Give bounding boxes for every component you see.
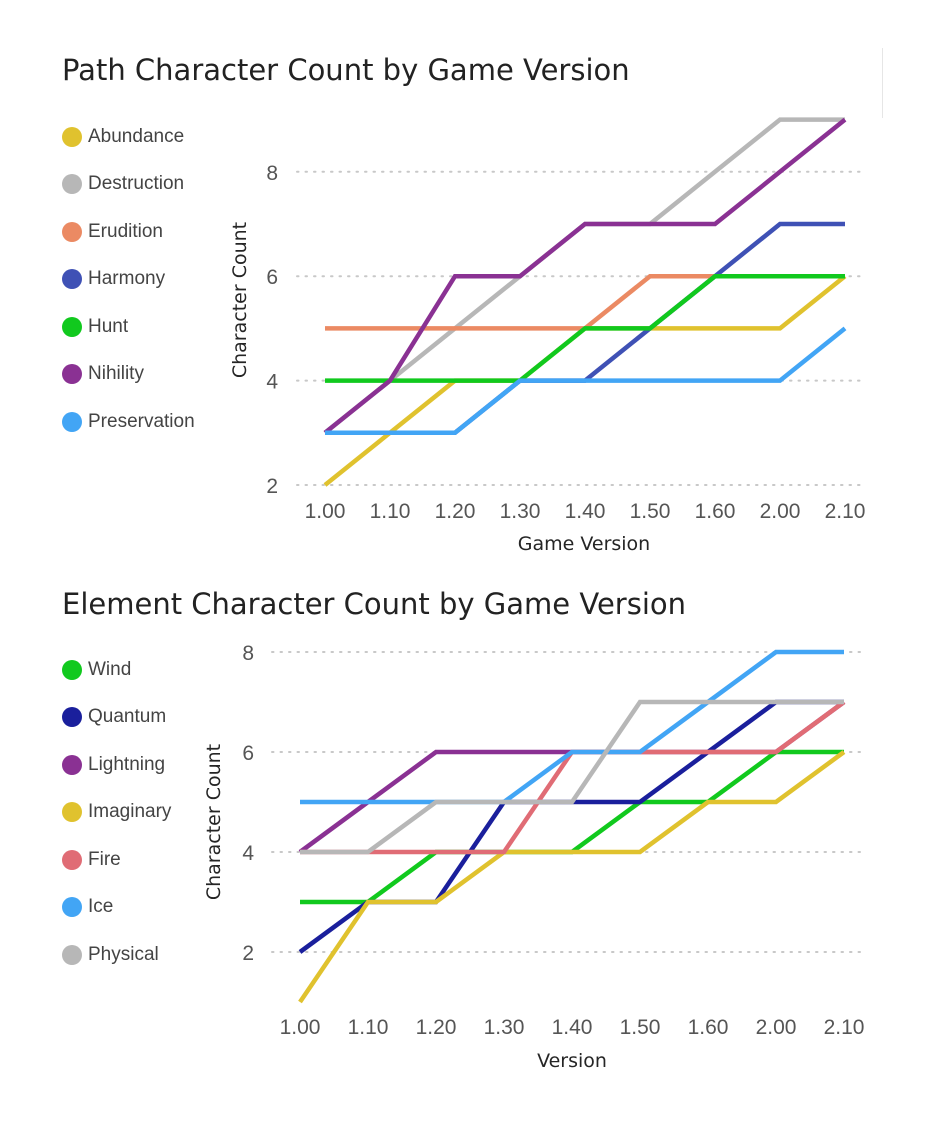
legend-label: Erudition bbox=[88, 220, 163, 242]
series-line-physical bbox=[300, 699, 844, 855]
x-tick-label: 1.10 bbox=[370, 500, 411, 523]
x-tick-label: 2.10 bbox=[825, 500, 866, 523]
legend-label: Quantum bbox=[88, 706, 167, 728]
legend-item[interactable]: Harmony bbox=[62, 256, 195, 304]
legend-item[interactable]: Imaginary bbox=[62, 789, 171, 837]
x-axis-title: Version bbox=[537, 1050, 607, 1072]
x-tick-label: 1.00 bbox=[305, 500, 346, 523]
x-tick-label: 1.40 bbox=[552, 1016, 593, 1039]
chart-legend: Wind Quantum Lightning Imaginary Fire Ice Phys… bbox=[62, 646, 171, 979]
legend-item[interactable]: Wind bbox=[62, 646, 171, 694]
y-axis-title: Character Count bbox=[203, 744, 225, 900]
legend-label: Harmony bbox=[88, 268, 166, 290]
y-tick-label: 6 bbox=[242, 742, 254, 765]
y-tick-label: 2 bbox=[266, 475, 278, 498]
legend-item[interactable]: Lightning bbox=[62, 741, 171, 789]
legend-item[interactable]: Nihility bbox=[62, 351, 195, 399]
x-tick-label: 1.50 bbox=[620, 1016, 661, 1039]
legend-item[interactable]: Fire bbox=[62, 836, 171, 884]
y-tick-label: 8 bbox=[266, 162, 278, 185]
x-tick-label: 2.00 bbox=[760, 500, 801, 523]
legend-label: Lightning bbox=[88, 753, 166, 775]
series-line-wind bbox=[300, 749, 844, 905]
x-tick-label: 1.40 bbox=[565, 500, 606, 523]
legend-marker bbox=[62, 221, 82, 242]
legend-marker bbox=[62, 659, 82, 680]
series-line-preservation bbox=[325, 326, 847, 436]
legend-label: Abundance bbox=[88, 125, 185, 147]
series-line-nihility bbox=[323, 117, 847, 435]
legend-label: Hunt bbox=[88, 315, 129, 337]
legend-marker bbox=[62, 707, 82, 728]
y-tick-label: 6 bbox=[266, 266, 278, 289]
series-line-fire bbox=[300, 700, 846, 855]
x-tick-label: 1.30 bbox=[500, 500, 541, 523]
legend-item[interactable]: Destruction bbox=[62, 161, 195, 209]
legend-item[interactable]: Physical bbox=[62, 931, 171, 979]
x-tick-label: 1.60 bbox=[688, 1016, 729, 1039]
path-chart-panel: Path Character Count by Game Version Abu… bbox=[0, 0, 934, 570]
legend-marker bbox=[62, 754, 82, 775]
legend-marker bbox=[62, 269, 82, 290]
x-tick-label: 1.20 bbox=[435, 500, 476, 523]
legend-marker bbox=[62, 316, 82, 337]
legend-marker bbox=[62, 849, 82, 870]
element-chart-panel: Element Character Count by Game Version … bbox=[0, 570, 934, 1142]
series-line-lightning bbox=[298, 700, 846, 854]
x-tick-label: 2.10 bbox=[824, 1016, 865, 1039]
legend-marker bbox=[62, 174, 82, 195]
x-axis-title: Game Version bbox=[518, 533, 650, 555]
legend-label: Destruction bbox=[88, 173, 185, 195]
legend-label: Wind bbox=[88, 658, 132, 680]
legend-item[interactable]: Ice bbox=[62, 884, 171, 932]
plot-area: 2 4 6 8 1.00 1.10 1.20 1.30 1.40 1.50 1.60 2.00 2.10… bbox=[229, 117, 867, 555]
legend-marker bbox=[62, 364, 82, 385]
legend-marker bbox=[62, 126, 82, 147]
y-tick-label: 8 bbox=[242, 642, 254, 665]
x-tick-label: 1.30 bbox=[484, 1016, 525, 1039]
series-line-ice bbox=[300, 649, 844, 805]
legend-label: Ice bbox=[88, 896, 114, 918]
y-axis-title: Character Count bbox=[229, 222, 251, 378]
plot-area: 2 4 6 8 1.00 1.10 1.20 1.30 1.40 1.50 1.60 2.00 2.10… bbox=[203, 642, 867, 1072]
legend-label: Physical bbox=[88, 943, 159, 965]
series-line-erudition bbox=[325, 273, 845, 331]
chart-title: Path Character Count by Game Version bbox=[62, 53, 630, 87]
x-tick-label: 2.00 bbox=[756, 1016, 797, 1039]
legend-label: Fire bbox=[88, 848, 121, 870]
legend-item[interactable]: Quantum bbox=[62, 694, 171, 742]
x-tick-label: 1.20 bbox=[416, 1016, 457, 1039]
series-line-hunt bbox=[325, 273, 845, 383]
y-tick-label: 2 bbox=[242, 942, 254, 965]
panel-divider bbox=[882, 48, 883, 118]
x-tick-label: 1.10 bbox=[348, 1016, 389, 1039]
legend-label: Preservation bbox=[88, 410, 195, 432]
y-tick-label: 4 bbox=[266, 371, 278, 394]
legend-marker bbox=[62, 802, 82, 823]
x-tick-label: 1.60 bbox=[695, 500, 736, 523]
y-tick-label: 4 bbox=[242, 842, 254, 865]
chart-title: Element Character Count by Game Version bbox=[62, 587, 686, 621]
legend-item[interactable]: Abundance bbox=[62, 113, 195, 161]
legend-marker bbox=[62, 944, 82, 965]
legend-item[interactable]: Preservation bbox=[62, 398, 195, 446]
series-line-imaginary bbox=[298, 750, 846, 1004]
legend-label: Imaginary bbox=[88, 801, 172, 823]
chart-legend: Abundance Destruction Erudition Harmony Hunt… bbox=[62, 113, 195, 446]
legend-marker bbox=[62, 411, 82, 432]
x-tick-label: 1.50 bbox=[630, 500, 671, 523]
legend-marker bbox=[62, 897, 82, 918]
legend-label: Nihility bbox=[88, 363, 144, 385]
series-line-quantum bbox=[298, 699, 844, 954]
x-tick-label: 1.00 bbox=[280, 1016, 321, 1039]
legend-item[interactable]: Erudition bbox=[62, 208, 195, 256]
legend-item[interactable]: Hunt bbox=[62, 303, 195, 351]
